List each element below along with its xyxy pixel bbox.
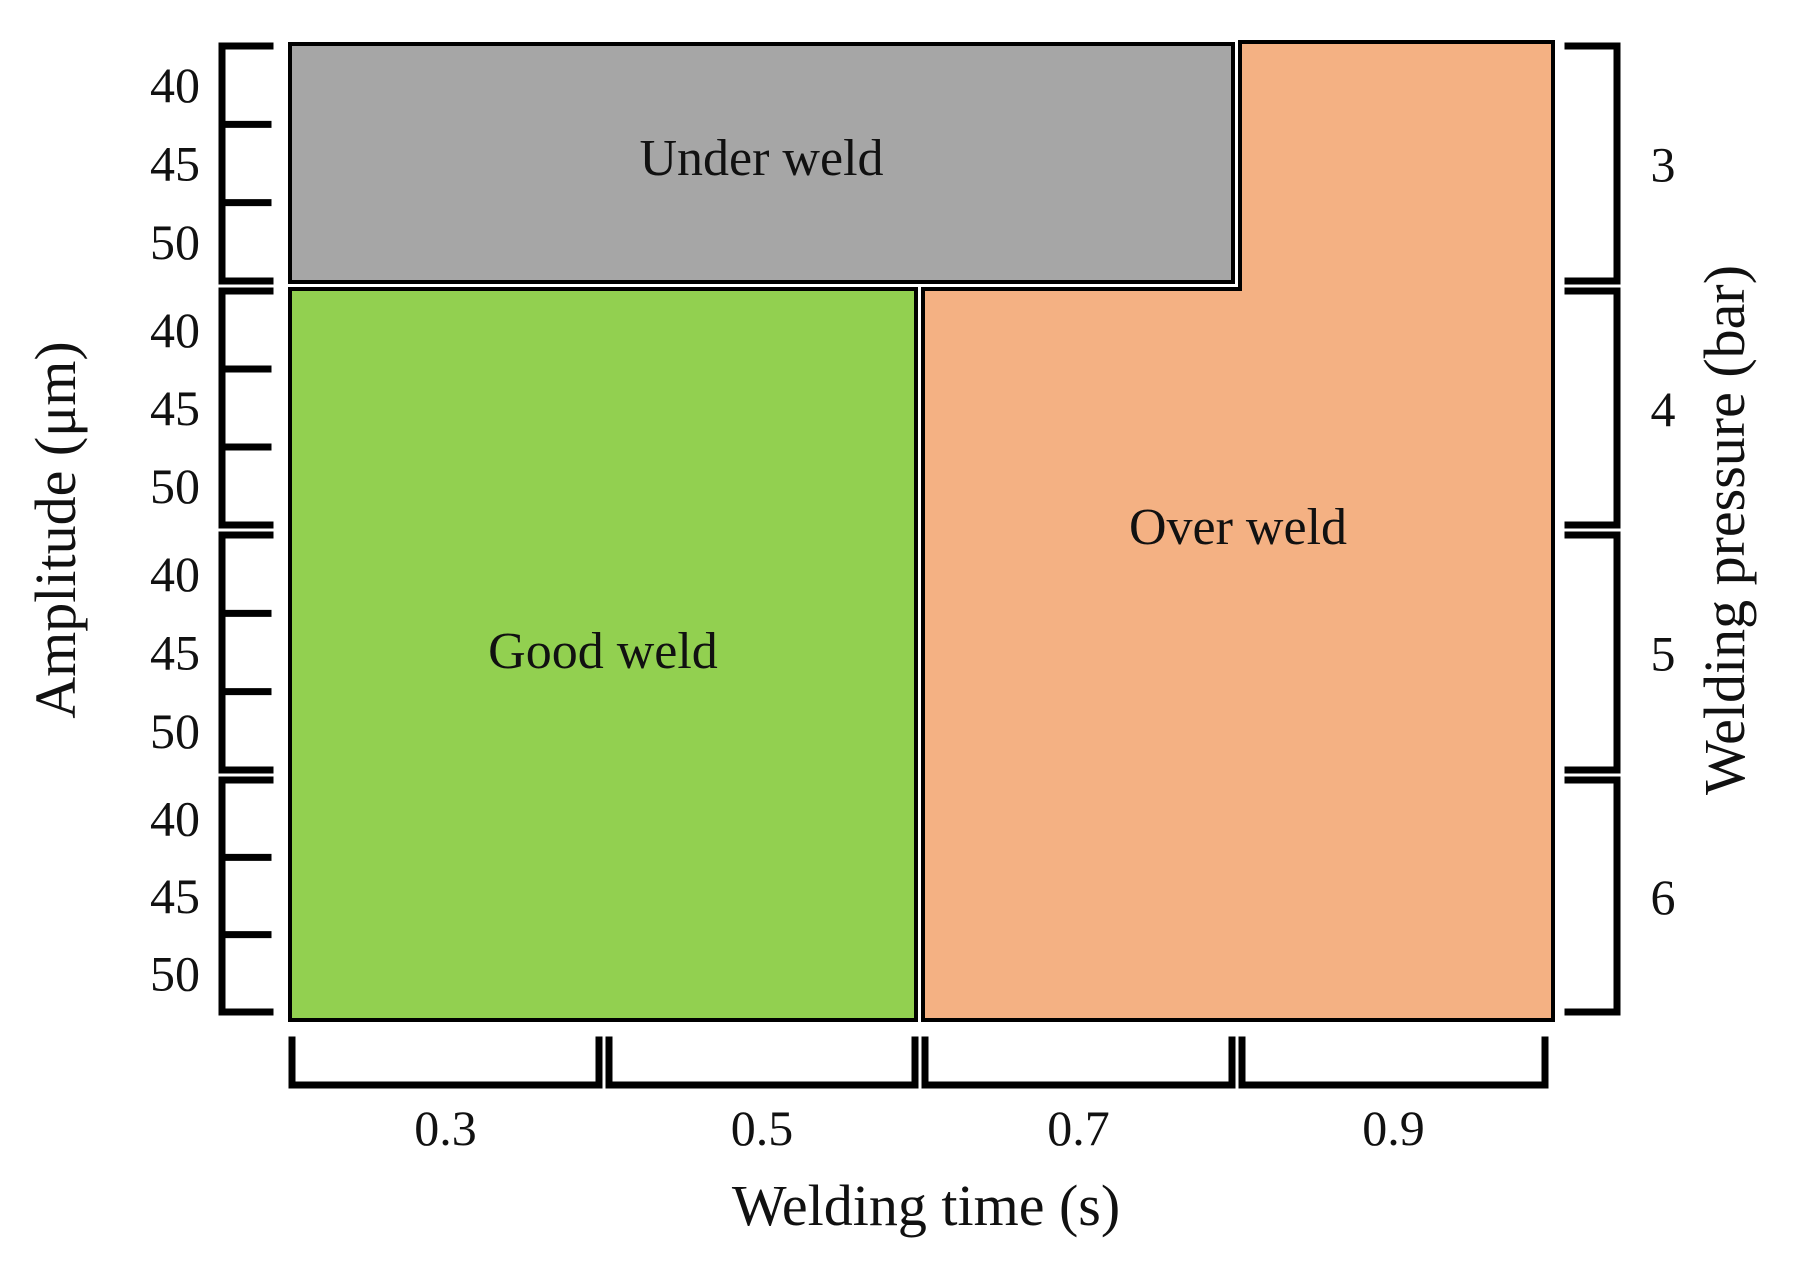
time-tick-label: 0.7: [1047, 1100, 1110, 1156]
good-weld-region: [288, 287, 918, 1022]
amplitude-tick-label: 40: [150, 791, 200, 847]
amplitude-tick-label: 45: [150, 868, 200, 924]
amplitude-tick-label: 40: [150, 57, 200, 113]
under-weld-label: Under weld: [639, 130, 883, 187]
time-tick-label: 0.5: [731, 1100, 794, 1156]
over-weld-label: Over weld: [1129, 499, 1347, 556]
time-tick-label: 0.3: [414, 1100, 477, 1156]
amplitude-tick-label: 45: [150, 625, 200, 681]
over-weld-region: [921, 40, 1555, 1022]
amplitude-tick-label: 40: [150, 302, 200, 358]
pressure-bracket: [1564, 42, 1621, 285]
pressure-tick-label: 6: [1651, 869, 1676, 925]
amplitude-bracket: [218, 287, 274, 529]
amplitude-tick-label: 50: [150, 945, 200, 1001]
amplitude-tick-label: 50: [150, 214, 200, 270]
good-weld-label: Good weld: [488, 623, 718, 680]
regions-layer: Under weld Good weld Over weld: [288, 40, 1555, 1022]
x-axis-title: Welding time (s): [732, 1173, 1120, 1238]
amplitude-tick-label: 45: [150, 380, 200, 436]
under-weld-region: [288, 42, 1235, 284]
pressure-tick-label: 4: [1651, 381, 1676, 437]
amplitude-tick-label: 45: [150, 136, 200, 192]
y-axis-title: Amplitude (μm): [23, 341, 88, 718]
time-bracket: [605, 1036, 919, 1089]
time-bracket: [1238, 1036, 1549, 1089]
amplitude-bracket: [218, 531, 274, 774]
amplitude-axis: 40 45 50 40 45 50 40 45 50 40 45 50: [150, 42, 274, 1016]
time-bracket: [921, 1036, 1236, 1089]
amplitude-bracket: [218, 42, 274, 285]
pressure-axis: 3 4 5 6: [1564, 42, 1676, 1016]
pressure-tick-label: 5: [1651, 626, 1676, 682]
amplitude-tick-label: 50: [150, 703, 200, 759]
time-axis: 0.3 0.5 0.7 0.9: [288, 1036, 1549, 1156]
pressure-bracket: [1564, 531, 1621, 774]
pressure-tick-label: 3: [1651, 137, 1676, 193]
pressure-bracket: [1564, 776, 1621, 1016]
amplitude-bracket: [218, 776, 274, 1016]
y2-axis-title: Welding pressure (bar): [1692, 265, 1757, 795]
amplitude-tick-label: 50: [150, 458, 200, 514]
pressure-bracket: [1564, 287, 1621, 529]
time-tick-label: 0.9: [1362, 1100, 1425, 1156]
time-bracket: [288, 1036, 603, 1089]
amplitude-tick-label: 40: [150, 546, 200, 602]
